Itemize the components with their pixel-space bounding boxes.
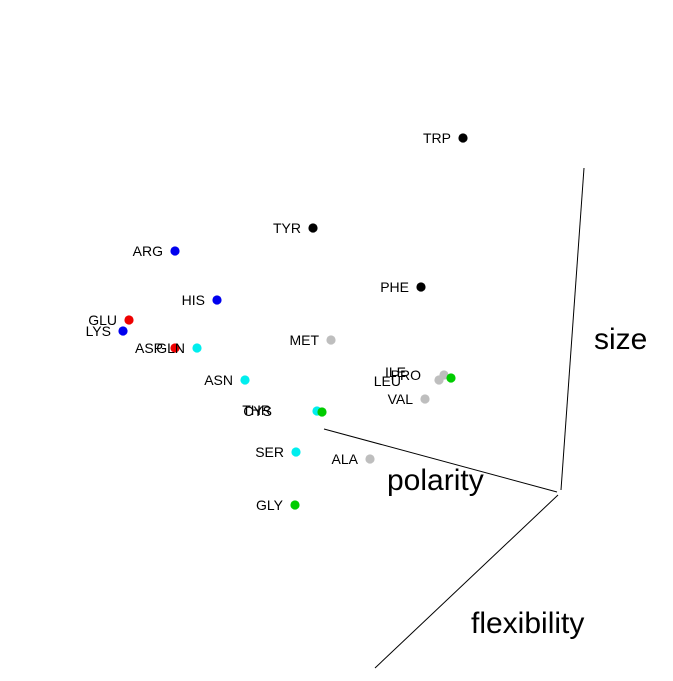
point-leu: LEU <box>374 373 444 389</box>
point-asp: ASP <box>135 340 180 356</box>
point-phe: PHE <box>380 279 426 295</box>
point-marker <box>458 133 468 143</box>
flexibility-axis-title: flexibility <box>471 607 584 640</box>
point-label: HIS <box>182 292 205 308</box>
point-label: LYS <box>86 323 111 339</box>
point-his: HIS <box>182 292 222 308</box>
point-marker <box>290 500 300 510</box>
point-val: VAL <box>388 391 430 407</box>
point-ala: ALA <box>332 451 375 467</box>
point-label: CYS <box>243 403 272 419</box>
point-label: SER <box>255 444 284 460</box>
point-marker <box>170 246 180 256</box>
axes-layer: size polarity flexibility <box>323 167 647 669</box>
flexibility-axis-line <box>374 494 559 669</box>
point-marker <box>317 407 327 417</box>
point-met: MET <box>289 332 336 348</box>
point-label: TYR <box>273 220 301 236</box>
point-label: ARG <box>133 243 163 259</box>
point-marker <box>170 343 180 353</box>
point-ser: SER <box>255 444 301 460</box>
point-arg: ARG <box>133 243 180 259</box>
point-gly: GLY <box>256 497 300 513</box>
polarity-axis-line <box>323 428 558 493</box>
point-label: PHE <box>380 279 409 295</box>
point-marker <box>212 295 222 305</box>
point-pro: PRO <box>391 367 456 383</box>
point-label: GLN <box>156 340 185 356</box>
point-label: PRO <box>391 367 421 383</box>
point-marker <box>434 375 444 385</box>
point-label: MET <box>289 332 319 348</box>
point-gln: GLN <box>156 340 202 356</box>
point-marker <box>326 335 336 345</box>
point-marker <box>420 394 430 404</box>
polarity-axis-title: polarity <box>387 464 484 497</box>
point-marker <box>308 223 318 233</box>
point-label: ILE <box>385 364 406 380</box>
point-lys: LYS <box>86 323 128 339</box>
point-cys: CYS <box>243 403 327 419</box>
point-marker <box>240 375 250 385</box>
point-marker <box>124 315 134 325</box>
point-trp: TRP <box>423 130 468 146</box>
size-axis-line <box>560 167 585 491</box>
point-label: VAL <box>388 391 414 407</box>
point-label: GLY <box>256 497 284 513</box>
point-glu: GLU <box>88 312 134 328</box>
size-axis-title: size <box>594 323 647 356</box>
point-marker <box>416 282 426 292</box>
point-marker <box>446 373 456 383</box>
point-label: THR <box>242 402 271 418</box>
point-tyr: TYR <box>273 220 318 236</box>
point-marker <box>192 343 202 353</box>
point-asn: ASN <box>204 372 250 388</box>
point-marker <box>118 326 128 336</box>
point-label: TRP <box>423 130 451 146</box>
point-label: ASN <box>204 372 233 388</box>
point-label: ALA <box>332 451 359 467</box>
point-label: GLU <box>88 312 117 328</box>
point-marker <box>365 454 375 464</box>
point-label: ASP <box>135 340 163 356</box>
point-label: LEU <box>374 373 401 389</box>
point-marker <box>291 447 301 457</box>
